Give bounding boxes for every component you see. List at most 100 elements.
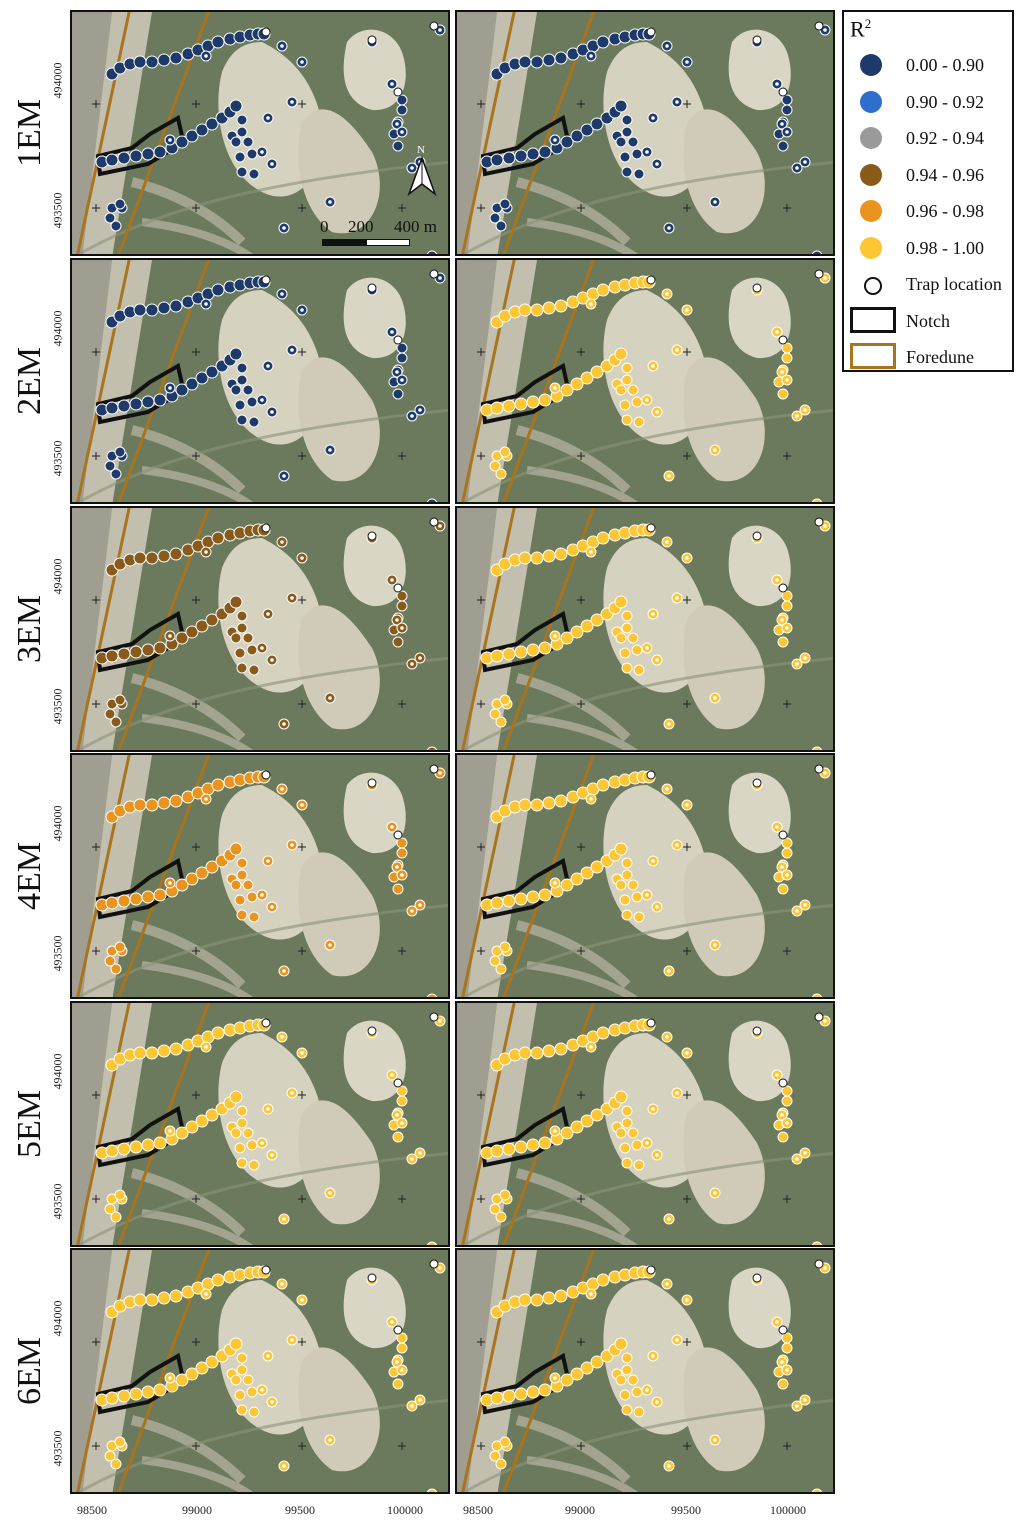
foredune-line bbox=[461, 1003, 516, 1245]
sampling-point bbox=[590, 1355, 604, 1369]
sampling-point bbox=[392, 388, 404, 400]
grid-cross bbox=[683, 1338, 691, 1346]
sampling-point bbox=[621, 166, 633, 178]
sampling-point bbox=[234, 1389, 246, 1401]
sampling-point bbox=[538, 145, 552, 159]
grid-cross bbox=[192, 947, 200, 955]
sampling-point bbox=[495, 716, 507, 728]
sampling-point bbox=[105, 1144, 119, 1158]
sand-blowout bbox=[298, 357, 380, 482]
sampling-point bbox=[490, 401, 504, 415]
sampling-point bbox=[495, 1458, 507, 1470]
sampling-point bbox=[396, 104, 408, 116]
y-tick-label: 493500 bbox=[50, 688, 65, 724]
north-arrow-icon: N bbox=[405, 144, 439, 203]
sampling-point bbox=[133, 1046, 147, 1060]
sampling-point bbox=[518, 798, 532, 812]
trap-marker bbox=[685, 1051, 689, 1055]
trap-marker bbox=[752, 531, 762, 541]
sampling-point bbox=[392, 636, 404, 648]
y-tick-label: 493500 bbox=[50, 440, 65, 476]
sampling-point bbox=[621, 857, 633, 869]
grid-cross bbox=[783, 947, 791, 955]
foredune-line bbox=[76, 1003, 131, 1245]
legend-title: R2 bbox=[850, 16, 872, 42]
trap-marker bbox=[400, 378, 404, 382]
trap-marker bbox=[667, 226, 671, 230]
trap-marker bbox=[395, 618, 399, 622]
beach-area bbox=[82, 755, 152, 997]
x-tick-label: 100000 bbox=[770, 1503, 806, 1517]
sampling-point bbox=[614, 1090, 628, 1104]
sampling-point bbox=[560, 631, 574, 645]
sampling-point bbox=[246, 1386, 258, 1398]
trap-marker bbox=[266, 859, 270, 863]
sampling-point bbox=[234, 1142, 246, 1154]
sampling-point bbox=[426, 498, 438, 502]
trap-marker bbox=[815, 1245, 819, 1247]
sampling-point bbox=[777, 140, 789, 152]
trap-marker bbox=[713, 1191, 717, 1195]
sampling-point bbox=[117, 151, 131, 165]
foredune-line bbox=[76, 755, 131, 997]
sea-area bbox=[72, 1250, 112, 1492]
sampling-point bbox=[619, 894, 631, 906]
trap-marker bbox=[328, 1438, 332, 1442]
sampling-point bbox=[811, 1488, 823, 1492]
map-panel bbox=[455, 506, 835, 752]
trap-marker bbox=[429, 1012, 439, 1022]
sand-blowout bbox=[683, 357, 765, 482]
grid-cross bbox=[92, 947, 100, 955]
trap-marker bbox=[390, 1073, 394, 1077]
trap-marker bbox=[795, 1404, 799, 1408]
trap-marker bbox=[260, 646, 264, 650]
trap-marker bbox=[260, 1141, 264, 1145]
sampling-point bbox=[175, 878, 189, 892]
sampling-point bbox=[627, 1127, 639, 1139]
trap-marker bbox=[261, 1018, 271, 1028]
grid-cross bbox=[398, 204, 406, 212]
sampling-point bbox=[490, 896, 504, 910]
grid-cross bbox=[477, 596, 485, 604]
trap-marker bbox=[655, 658, 659, 662]
trap-marker bbox=[290, 1091, 294, 1095]
sampling-point bbox=[781, 1095, 793, 1107]
sampling-point bbox=[502, 894, 516, 908]
sand-blowout bbox=[298, 852, 380, 977]
sampling-point bbox=[185, 1367, 199, 1381]
sampling-point bbox=[489, 708, 501, 720]
trap-marker bbox=[815, 254, 819, 256]
grid-cross bbox=[577, 1195, 585, 1203]
trap-marker bbox=[300, 1051, 304, 1055]
y-tick-label: 493500 bbox=[50, 1183, 65, 1219]
grid-cross bbox=[783, 204, 791, 212]
sampling-point bbox=[105, 401, 119, 415]
trap-marker bbox=[795, 166, 799, 170]
sampling-point bbox=[614, 99, 628, 113]
trap-marker bbox=[393, 1325, 403, 1335]
trap-marker bbox=[665, 44, 669, 48]
sampling-point bbox=[236, 1105, 248, 1117]
trap-marker bbox=[400, 873, 404, 877]
trap-marker bbox=[589, 1045, 593, 1049]
sampling-point bbox=[580, 1114, 594, 1128]
trap-marker bbox=[646, 770, 656, 780]
sampling-point bbox=[530, 798, 544, 812]
grid-cross bbox=[92, 348, 100, 356]
sampling-point bbox=[570, 129, 584, 143]
sampling-point bbox=[195, 123, 209, 137]
sampling-point bbox=[502, 151, 516, 165]
sea-area bbox=[457, 260, 497, 502]
sampling-point bbox=[777, 636, 789, 648]
trap-marker bbox=[685, 556, 689, 560]
trap-marker bbox=[261, 1265, 271, 1275]
sampling-point bbox=[248, 664, 260, 676]
sampling-point bbox=[554, 547, 568, 561]
sampling-point bbox=[141, 1138, 155, 1152]
grid-cross bbox=[92, 452, 100, 460]
sampling-point bbox=[396, 600, 408, 612]
legend-item-notch: Notch bbox=[844, 304, 1014, 338]
beach-area bbox=[467, 260, 537, 502]
grid-cross bbox=[577, 1091, 585, 1099]
